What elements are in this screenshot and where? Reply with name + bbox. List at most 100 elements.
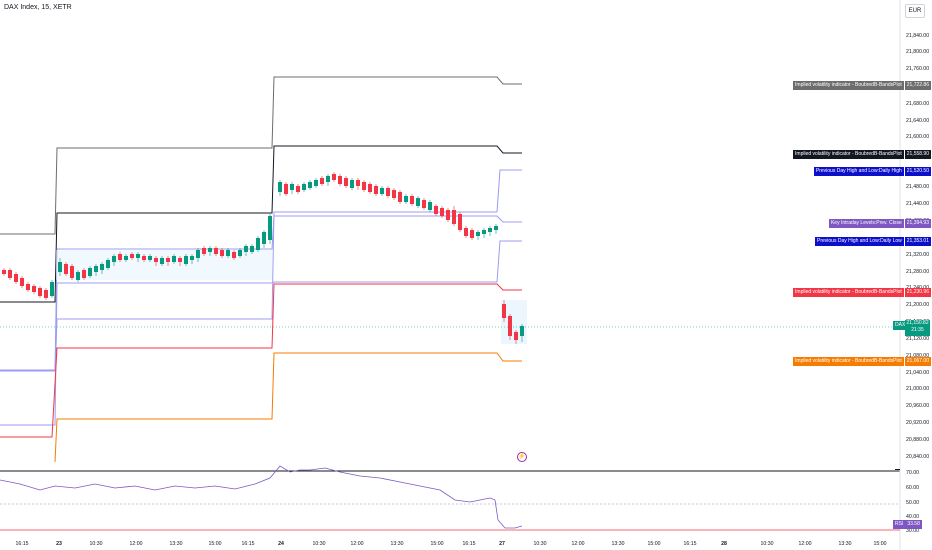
price-tick-label: 21,080.00 bbox=[906, 353, 929, 359]
price-axis: 21,840.00 21,800.00 21,760.00 21,680.00 21,6… bbox=[906, 33, 929, 460]
currency-button[interactable]: EUR bbox=[905, 4, 925, 18]
candle-body bbox=[202, 248, 206, 254]
candle-body bbox=[8, 270, 12, 278]
candle-body bbox=[172, 256, 176, 262]
lower-band-1 bbox=[0, 283, 522, 438]
candle-body bbox=[494, 226, 498, 230]
candle-body bbox=[44, 290, 48, 298]
rsi-axis: 70.00 60.00 50.00 40.00 30.00 bbox=[906, 470, 919, 534]
candle-body bbox=[50, 282, 54, 296]
candle-body bbox=[148, 256, 152, 260]
price-tick-label: 21,440.00 bbox=[906, 201, 929, 207]
time-tick-label: 16:15 bbox=[463, 541, 476, 547]
lightning-icon[interactable]: ⚡ bbox=[517, 452, 527, 462]
candle-body bbox=[38, 288, 42, 296]
candle-body bbox=[208, 248, 212, 252]
daily-high bbox=[0, 211, 497, 371]
candle-body bbox=[112, 256, 116, 262]
candle-body bbox=[124, 256, 128, 260]
time-tick-label: 16:15 bbox=[242, 541, 255, 547]
price-tick-label: 21,280.00 bbox=[906, 269, 929, 275]
level-tag: Previous Day High and Low:Daily High 21,5… bbox=[813, 167, 931, 176]
time-tick-label: 13:30 bbox=[612, 541, 625, 547]
price-tick-label: 21,120.00 bbox=[906, 336, 929, 342]
level-tag-label: Previous Day High and Low:Daily Low bbox=[814, 237, 904, 246]
candle-body bbox=[196, 250, 200, 258]
time-tick-label: 12:00 bbox=[799, 541, 812, 547]
candle-body bbox=[326, 176, 330, 182]
level-tag-label: Implied volatility indicator - BoubredB-… bbox=[793, 81, 904, 90]
level-tag: Implied volatility indicator - BoubredB-… bbox=[793, 150, 931, 159]
candle-body bbox=[308, 182, 312, 188]
time-tick-label: 16:15 bbox=[16, 541, 29, 547]
price-tick-label: 21,480.00 bbox=[906, 184, 929, 190]
candle-body bbox=[278, 182, 282, 192]
level-tag-value: 21,722.86 bbox=[904, 81, 931, 90]
last-price-value: 21,150.82 21:35 bbox=[905, 320, 930, 336]
candle-body bbox=[70, 266, 74, 278]
price-tick-label: 21,000.00 bbox=[906, 386, 929, 392]
price-tick-label: 21,040.00 bbox=[906, 370, 929, 376]
symbol-title[interactable]: DAX Index, 15, XETR bbox=[4, 4, 72, 11]
level-tag-label: Implied volatility indicator - BoubredB-… bbox=[793, 288, 904, 297]
candle-body bbox=[434, 206, 438, 214]
upper-band-2 bbox=[0, 76, 522, 235]
candle-body bbox=[398, 192, 402, 202]
candle-body bbox=[476, 232, 480, 236]
rsi-tick-label: 40.00 bbox=[906, 514, 919, 520]
candle-body bbox=[452, 210, 456, 224]
candle-body bbox=[32, 286, 36, 292]
time-tick-label: 10:30 bbox=[313, 541, 326, 547]
time-tick-label: 12:00 bbox=[351, 541, 364, 547]
candle-body bbox=[130, 254, 134, 258]
candle-body bbox=[154, 258, 158, 262]
candle-body bbox=[214, 248, 218, 254]
price-tick-label: 21,200.00 bbox=[906, 302, 929, 308]
level-tag-label: Implied volatility indicator - BoubredB-… bbox=[793, 357, 904, 366]
candle-body bbox=[184, 256, 188, 264]
candle-body bbox=[2, 270, 6, 274]
price-tick-label: 21,320.00 bbox=[906, 252, 929, 258]
candle-body bbox=[488, 228, 492, 232]
level-tag-value: 21,067.00 bbox=[904, 357, 931, 366]
candle-body bbox=[190, 256, 194, 260]
level-tag-value: 21,558.90 bbox=[904, 150, 931, 159]
price-tick-label: 20,840.00 bbox=[906, 454, 929, 460]
upper-band-1 bbox=[0, 145, 522, 303]
time-tick-label: 24 bbox=[278, 541, 284, 547]
candle-body bbox=[20, 278, 24, 286]
price-tick-label: 21,640.00 bbox=[906, 118, 929, 124]
rsi-line bbox=[0, 465, 523, 529]
time-tick-label: 10:30 bbox=[534, 541, 547, 547]
candle-body bbox=[368, 184, 372, 192]
level-tag-value: 21,520.50 bbox=[904, 167, 931, 176]
daily-low bbox=[0, 240, 522, 426]
candle-body bbox=[226, 250, 230, 256]
candle-body bbox=[82, 270, 86, 278]
time-tick-label: 12:00 bbox=[130, 541, 143, 547]
candles bbox=[2, 172, 524, 344]
price-tick-label: 21,680.00 bbox=[906, 101, 929, 107]
candle-body bbox=[106, 260, 110, 268]
time-tick-label: 13:30 bbox=[391, 541, 404, 547]
candle-body bbox=[58, 262, 62, 272]
candle-body bbox=[262, 232, 266, 244]
candle-body bbox=[392, 190, 396, 198]
candle-body bbox=[446, 210, 450, 220]
level-tag: Previous Day High and Low:Daily Low 21,35… bbox=[814, 237, 931, 246]
candle-body bbox=[142, 256, 146, 260]
candle-body bbox=[220, 250, 224, 256]
time-tick-label: 13:30 bbox=[170, 541, 183, 547]
candle-body bbox=[26, 284, 30, 290]
rsi-tag: RSI 33.58 bbox=[893, 520, 922, 529]
price-tick-label: 21,600.00 bbox=[906, 134, 929, 140]
candle-body bbox=[268, 216, 272, 240]
time-tick-label: 27 bbox=[499, 541, 505, 547]
time-tick-label: 15:00 bbox=[431, 541, 444, 547]
level-tag-value: 21,230.96 bbox=[904, 288, 931, 297]
time-tick-label: 15:00 bbox=[648, 541, 661, 547]
candle-body bbox=[380, 188, 384, 194]
last-price-tag: DAX bbox=[893, 321, 908, 330]
candle-body bbox=[374, 186, 378, 194]
candle-body bbox=[520, 326, 524, 336]
